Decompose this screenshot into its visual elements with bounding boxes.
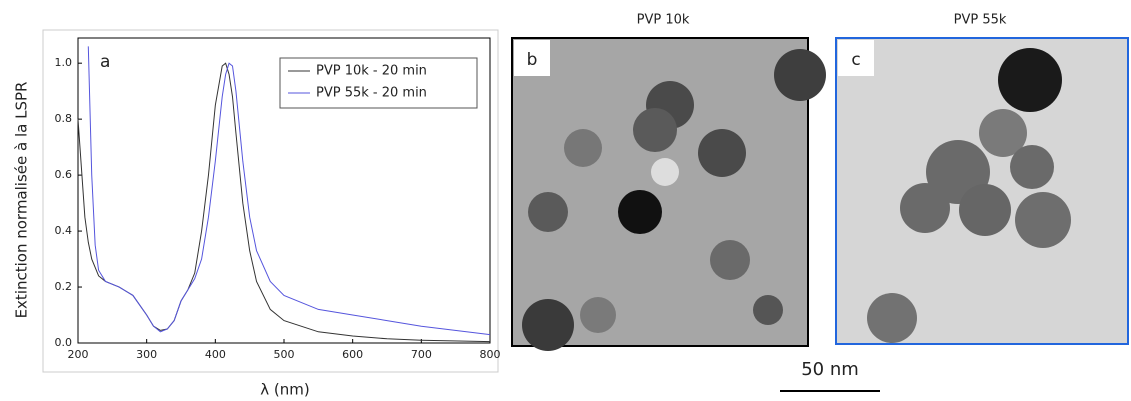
tem-image bbox=[511, 37, 826, 351]
y-axis-label: Extinction normalisée à la LSPR bbox=[13, 82, 31, 319]
tem-image bbox=[835, 37, 1129, 345]
x-tick-label: 200 bbox=[68, 348, 89, 361]
legend-box bbox=[279, 57, 478, 109]
panel-label: a bbox=[100, 52, 110, 72]
y-tick-label: 0.8 bbox=[55, 112, 73, 125]
chart-frame bbox=[42, 29, 499, 373]
panel-label-box bbox=[838, 40, 874, 76]
x-tick-label: 700 bbox=[411, 348, 432, 361]
x-tick-label: 300 bbox=[136, 348, 157, 361]
y-tick-label: 0.4 bbox=[55, 224, 73, 237]
scale-bar-label: 50 nm bbox=[801, 359, 859, 380]
x-axis-label: λ (nm) bbox=[260, 381, 309, 399]
x-tick-label: 400 bbox=[205, 348, 226, 361]
panel-label: c bbox=[851, 50, 860, 70]
series-line bbox=[87, 46, 491, 336]
panel-label-box bbox=[514, 40, 550, 76]
x-tick-label: 800 bbox=[480, 348, 501, 361]
legend-label: PVP 10k - 20 min bbox=[316, 64, 427, 79]
y-tick-label: 0.2 bbox=[55, 280, 73, 293]
y-tick-label: 0.6 bbox=[55, 168, 73, 181]
y-tick-label: 0.0 bbox=[55, 336, 73, 349]
y-tick-label: 1.0 bbox=[55, 56, 73, 69]
panel-title: PVP 55k bbox=[954, 13, 1007, 28]
legend-label: PVP 55k - 20 min bbox=[316, 86, 427, 101]
panel-label: b bbox=[527, 50, 538, 70]
x-tick-label: 500 bbox=[274, 348, 295, 361]
x-tick-label: 600 bbox=[342, 348, 363, 361]
panel-title: PVP 10k bbox=[637, 13, 690, 28]
series-line bbox=[77, 62, 491, 343]
